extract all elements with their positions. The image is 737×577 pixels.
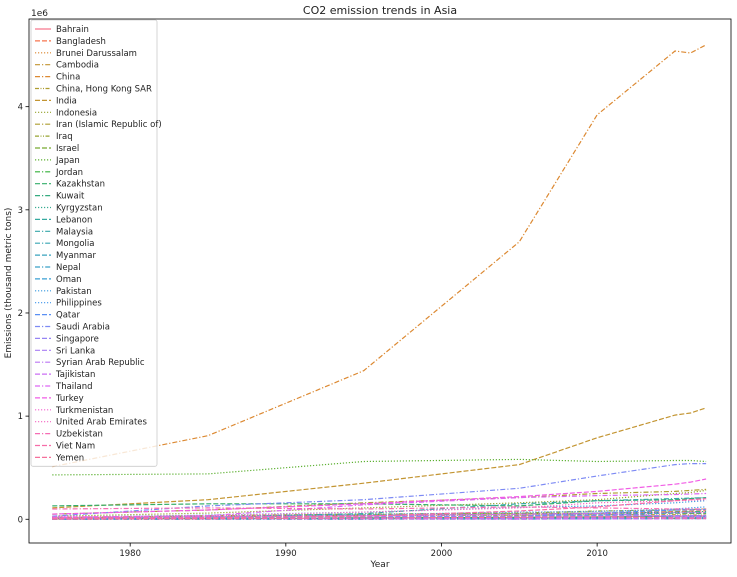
legend-label: Bahrain xyxy=(56,25,89,35)
legend-label: Viet Nam xyxy=(56,442,95,452)
legend-label: Qatar xyxy=(56,311,80,321)
y-tick-label: 3 xyxy=(18,206,23,216)
y-tick-label: 1 xyxy=(18,412,23,422)
legend-label: Saudi Arabia xyxy=(56,323,110,333)
legend-label: Mongolia xyxy=(56,239,94,249)
legend-label: Kyrgyzstan xyxy=(56,204,103,214)
legend-label: Myanmar xyxy=(56,251,96,261)
legend-label: China xyxy=(56,73,80,83)
legend-label: Philippines xyxy=(56,299,102,309)
x-tick-label: 1990 xyxy=(275,549,297,559)
y-tick-label: 0 xyxy=(18,515,23,525)
legend-label: Oman xyxy=(56,275,82,285)
legend-label: Kazakhstan xyxy=(56,180,105,190)
x-tick-label: 2010 xyxy=(586,549,608,559)
y-tick-label: 2 xyxy=(18,309,23,319)
legend-label: Jordan xyxy=(55,168,83,178)
legend-label: Pakistan xyxy=(56,287,92,297)
legend-label: Bangladesh xyxy=(56,37,106,47)
legend-label: United Arab Emirates xyxy=(56,418,148,428)
legend-label: Turkmenistan xyxy=(55,406,113,416)
legend-label: Sri Lanka xyxy=(56,346,95,356)
legend-label: Uzbekistan xyxy=(56,430,103,440)
x-tick-label: 1980 xyxy=(119,549,141,559)
legend-label: Brunei Darussalam xyxy=(56,49,137,59)
legend-label: Iran (Islamic Republic of) xyxy=(56,120,162,130)
legend-label: Indonesia xyxy=(56,108,97,118)
legend-label: Thailand xyxy=(55,382,93,392)
legend-label: Lebanon xyxy=(56,215,92,225)
legend-label: Yemen xyxy=(55,453,84,463)
legend-label: Tajikistan xyxy=(55,370,95,380)
x-axis-label: Year xyxy=(369,560,389,570)
y-axis-label: Emissions (thousand metric tons) xyxy=(4,208,14,359)
legend-label: Israel xyxy=(56,144,79,154)
legend-label: Iraq xyxy=(56,132,73,142)
legend-label: Turkey xyxy=(55,394,84,404)
legend-label: India xyxy=(56,96,77,106)
legend-label: Syrian Arab Republic xyxy=(56,358,145,368)
y-axis-scale-label: 1e6 xyxy=(31,9,48,19)
legend-label: Kuwait xyxy=(56,192,85,202)
legend: Bahrain Bangladesh Brunei Darussalam Cambod… xyxy=(31,20,162,466)
series-line-iran-islamic-republic-of xyxy=(52,489,706,514)
y-tick-label: 4 xyxy=(18,103,23,113)
legend-label: Singapore xyxy=(56,334,99,344)
legend-label: Japan xyxy=(55,156,80,166)
x-tick-label: 2000 xyxy=(431,549,453,559)
chart-title: CO2 emission trends in Asia xyxy=(303,4,457,17)
legend-label: Nepal xyxy=(56,263,81,273)
legend-label: China, Hong Kong SAR xyxy=(56,85,152,95)
legend-label: Cambodia xyxy=(56,61,99,71)
legend-label: Malaysia xyxy=(56,227,93,237)
